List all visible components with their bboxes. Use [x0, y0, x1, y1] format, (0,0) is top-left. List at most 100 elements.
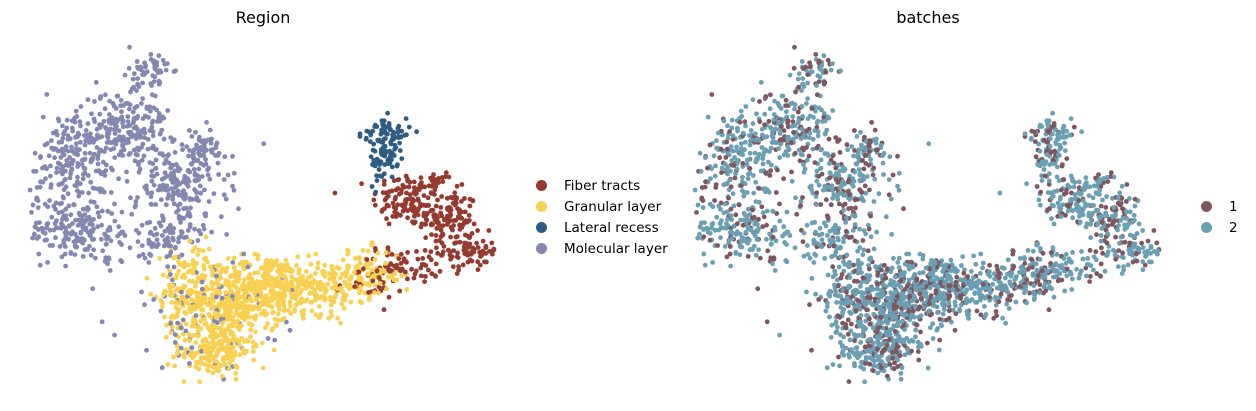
- region-point: [105, 261, 110, 267]
- batch-point: [825, 233, 830, 238]
- batch-point: [930, 321, 936, 327]
- batch-point: [978, 251, 984, 257]
- region-point: [79, 162, 85, 167]
- region-point: [112, 201, 117, 207]
- region-point: [187, 222, 193, 228]
- region-point: [105, 209, 111, 214]
- region-point: [47, 173, 53, 179]
- region-point: [198, 231, 204, 237]
- region-point: [168, 222, 173, 228]
- batch-point: [790, 136, 796, 142]
- region-point: [221, 192, 227, 198]
- batch-point: [923, 265, 929, 271]
- region-point: [73, 108, 79, 114]
- batch-point: [817, 74, 823, 80]
- region-point: [95, 210, 101, 216]
- region-point: [118, 97, 124, 103]
- batch-point: [806, 153, 812, 159]
- batch-point: [1127, 209, 1133, 215]
- batch-point: [712, 198, 717, 203]
- region-point: [156, 220, 162, 226]
- batch-point: [1024, 300, 1029, 306]
- region-point: [91, 216, 96, 222]
- region-point: [165, 108, 171, 113]
- batch-point: [1077, 219, 1083, 225]
- region-point: [186, 153, 192, 159]
- region-point: [62, 129, 67, 134]
- batch-point: [1004, 301, 1010, 307]
- region-point: [423, 217, 429, 222]
- region-point: [357, 131, 363, 137]
- batch-point: [863, 190, 869, 196]
- region-point: [381, 307, 387, 313]
- region-point: [231, 170, 237, 176]
- region-point: [281, 315, 287, 321]
- batch-point: [1034, 184, 1040, 189]
- batch-point: [743, 229, 749, 235]
- region-point: [389, 252, 395, 257]
- region-point: [178, 220, 184, 225]
- batch-point: [1148, 251, 1153, 256]
- batch-point: [779, 93, 785, 99]
- batch-point: [707, 142, 713, 148]
- region-point: [434, 245, 439, 251]
- batch-point: [862, 134, 867, 140]
- region-point: [376, 275, 382, 280]
- region-point: [345, 251, 351, 257]
- region-point: [202, 316, 207, 322]
- region-point: [216, 368, 222, 374]
- region-point: [112, 155, 118, 161]
- batch-point: [783, 103, 789, 109]
- region-point: [359, 277, 364, 283]
- region-point: [187, 238, 193, 244]
- batch-point: [753, 159, 759, 165]
- region-point: [170, 293, 175, 299]
- batch-point: [833, 222, 838, 228]
- batch-point: [921, 305, 927, 310]
- batch-point: [826, 115, 832, 121]
- region-point: [44, 92, 50, 97]
- region-point: [121, 136, 126, 142]
- region-point: [224, 265, 230, 271]
- region-point: [168, 135, 174, 141]
- batch-point: [1097, 187, 1103, 193]
- region-point: [120, 153, 126, 158]
- region-point: [282, 274, 288, 279]
- batch-point: [978, 312, 984, 318]
- region-point: [380, 207, 385, 213]
- batch-point: [852, 222, 858, 228]
- region-point: [111, 146, 117, 151]
- batch-point: [1062, 140, 1067, 146]
- region-point: [270, 310, 275, 315]
- region-point: [233, 300, 239, 306]
- batch-point: [768, 168, 774, 174]
- region-point: [151, 182, 157, 188]
- region-point: [136, 253, 142, 259]
- region-point: [296, 270, 302, 276]
- region-point: [103, 242, 109, 247]
- batch-point: [761, 214, 767, 220]
- batch-point: [777, 332, 782, 338]
- region-point: [99, 319, 105, 325]
- batch-point: [864, 174, 870, 179]
- region-point: [85, 97, 91, 103]
- region-point: [109, 211, 115, 216]
- region-point: [124, 169, 129, 175]
- region-point: [198, 355, 204, 360]
- region-point: [374, 124, 380, 129]
- region-point: [59, 254, 65, 260]
- region-point: [191, 320, 197, 326]
- region-point: [384, 216, 389, 222]
- region-point: [253, 296, 259, 302]
- region-point: [196, 324, 201, 330]
- batch-point: [851, 288, 857, 294]
- region-point: [245, 264, 251, 270]
- batch-point: [737, 119, 743, 125]
- region-point: [454, 195, 460, 201]
- region-point: [163, 67, 169, 73]
- region-point: [381, 178, 387, 184]
- region-point: [194, 350, 200, 356]
- region-point: [45, 260, 50, 265]
- region-point: [140, 252, 146, 257]
- batch-point: [848, 299, 853, 305]
